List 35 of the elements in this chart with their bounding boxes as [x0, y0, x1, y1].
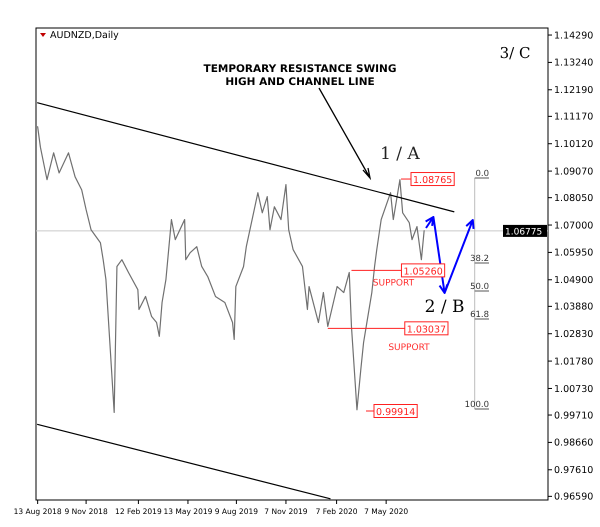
annotation: 3/ C — [500, 44, 530, 62]
annotation: 50.0 — [470, 282, 489, 292]
y-tick-label: 1.05950 — [554, 248, 594, 259]
annotation: 1 / A — [380, 144, 420, 164]
y-tick-label: 1.02830 — [554, 329, 594, 340]
y-tick-label: 0.97610 — [554, 465, 594, 476]
y-tick-label: 1.09070 — [554, 166, 594, 178]
y-tick-label: 0.99710 — [554, 410, 594, 422]
y-tick-label: 1.00730 — [554, 384, 594, 395]
y-tick-label: 1.04900 — [554, 275, 594, 286]
y-tick-label: 1.13240 — [554, 58, 594, 69]
y-tick-label: 1.14290 — [554, 30, 594, 42]
y-tick-label: 1.08050 — [554, 192, 594, 204]
y-tick-label: 1.11170 — [554, 112, 594, 123]
ref-line-label: 1.06775 — [505, 227, 542, 238]
y-tick-label: 1.07000 — [554, 220, 594, 232]
annotation: 38.2 — [470, 254, 489, 264]
annotation: TEMPORARY RESISTANCE SWING HIGH AND CHANNEL LINE — [204, 63, 396, 88]
annotation: 1.08765 — [413, 175, 452, 186]
y-tick-label: 1.12190 — [554, 85, 594, 96]
y-tick-label: 0.98660 — [554, 438, 594, 449]
annotation: 0.0 — [475, 169, 489, 179]
annotation: 1.03037 — [406, 324, 446, 336]
annotation: SUPPORT — [388, 343, 430, 353]
annotation: 0.99914 — [376, 407, 416, 418]
annotation: 1.05260 — [403, 266, 443, 278]
annotation: 61.8 — [470, 310, 489, 320]
y-tick-label: 1.01780 — [554, 356, 594, 368]
annotation: 2 / B — [424, 297, 465, 317]
y-tick-label: 0.96590 — [554, 492, 594, 503]
annotation: 100.0 — [464, 400, 489, 410]
annotation: SUPPORT — [372, 278, 415, 288]
y-tick-label: 1.03880 — [554, 302, 594, 313]
chart-title: AUDNZD,Daily — [50, 30, 120, 41]
y-tick-label: 1.10120 — [554, 139, 594, 150]
